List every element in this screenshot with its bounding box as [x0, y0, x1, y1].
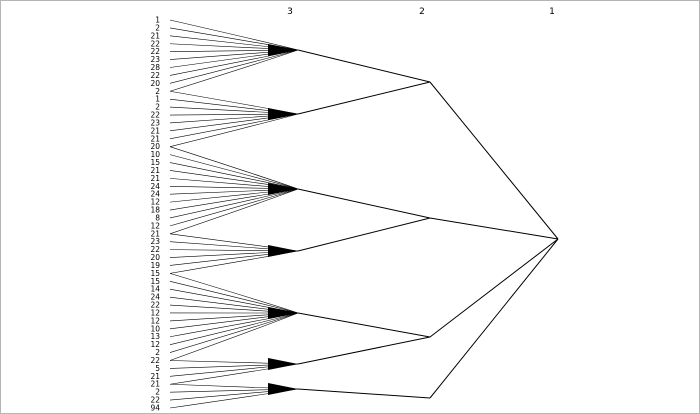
leaf-label: 21	[150, 126, 160, 135]
edge-level2-to-root	[429, 238, 559, 399]
leaf-label: 21	[150, 134, 160, 143]
leaf-label: 20	[150, 79, 160, 88]
edge-level3-to-level2	[297, 49, 431, 83]
leaf-label: 28	[150, 63, 160, 72]
leaf-label: 22	[150, 47, 160, 56]
leaf-edge	[169, 113, 299, 147]
leaf-label: 2	[155, 103, 160, 112]
leaf-edge	[169, 146, 299, 190]
cluster-node-3	[268, 383, 298, 395]
leaf-label: 23	[150, 55, 160, 64]
leaf-label: 22	[150, 301, 160, 310]
leaf-label: 12	[150, 221, 160, 230]
edge-level3-to-level2	[297, 336, 431, 365]
leaf-label: 22	[150, 245, 160, 254]
leaf-edge	[169, 312, 299, 353]
leaf-label: 15	[150, 158, 160, 167]
leaf-label: 21	[150, 380, 160, 389]
leaf-label: 23	[150, 237, 160, 246]
leaf-label: 24	[150, 190, 160, 199]
leaf-label: 22	[150, 111, 160, 120]
leaf-edge	[169, 188, 299, 219]
leaf-label: 18	[150, 206, 160, 215]
leaf-label: 21	[150, 229, 160, 238]
leaf-label: 22	[150, 39, 160, 48]
leaf-label: 1	[155, 95, 160, 104]
leaf-edge	[169, 49, 299, 76]
leaf-label: 94	[150, 404, 160, 413]
leaf-label: 15	[150, 277, 160, 286]
leaf-edge	[169, 273, 299, 314]
leaf-label: 23	[150, 118, 160, 127]
leaf-label: 1	[155, 16, 160, 25]
leaf-label: 2	[155, 23, 160, 32]
leaf-labels: 1221222223282220212222321212010152121242…	[150, 16, 160, 413]
leaf-edge	[169, 19, 299, 51]
leaf-edge	[169, 49, 299, 84]
leaf-edge	[169, 281, 299, 314]
leaf-label: 24	[150, 182, 160, 191]
cluster-node-3	[268, 108, 298, 120]
leaf-label: 2	[155, 388, 160, 397]
leaf-label: 13	[150, 332, 160, 341]
leaf-label: 21	[150, 166, 160, 175]
leaf-label: 2	[155, 348, 160, 357]
leaf-edge	[169, 312, 299, 345]
leaf-label: 10	[150, 324, 160, 333]
leaf-label: 12	[150, 340, 160, 349]
leaf-edge	[169, 113, 299, 140]
leaf-label: 5	[155, 364, 160, 373]
cluster-node-3	[268, 245, 298, 257]
edge-level3-to-level2	[297, 188, 431, 219]
leaf-label: 8	[155, 213, 160, 222]
leaf-label: 14	[150, 285, 160, 294]
level-label-3: 3	[287, 7, 293, 17]
leaf-label: 2	[155, 87, 160, 96]
leaf-label: 12	[150, 198, 160, 207]
leaf-label: 21	[150, 31, 160, 40]
tree-edges	[297, 49, 559, 399]
leaf-label: 19	[150, 261, 160, 270]
level-label-1: 1	[549, 7, 555, 17]
leaf-label: 12	[150, 308, 160, 317]
edge-level3-to-level2	[297, 312, 431, 338]
leaf-edge	[169, 162, 299, 190]
cluster-node-3	[268, 44, 298, 56]
leaf-edge	[169, 154, 299, 190]
leaf-label: 21	[150, 372, 160, 381]
cluster-node-3	[268, 358, 298, 370]
leaf-label: 10	[150, 150, 160, 159]
leaf-label: 22	[150, 71, 160, 80]
leaf-fans	[169, 19, 299, 409]
leaf-edge	[169, 188, 299, 235]
leaf-label: 21	[150, 174, 160, 183]
edge-level3-to-level2	[297, 217, 431, 252]
edge-level2-to-root	[429, 81, 559, 240]
level-label-2: 2	[419, 7, 425, 17]
edge-level3-to-level2	[297, 388, 431, 399]
edge-level2-to-root	[429, 217, 559, 240]
edge-level3-to-level2	[297, 81, 431, 115]
leaf-edge	[169, 49, 299, 92]
edge-level2-to-root	[429, 238, 559, 338]
leaf-label: 15	[150, 269, 160, 278]
leaf-label: 20	[150, 253, 160, 262]
leaf-label: 24	[150, 293, 160, 302]
cluster-node-3	[268, 307, 298, 319]
leaf-label: 22	[150, 396, 160, 405]
leaf-label: 12	[150, 316, 160, 325]
leaf-label: 20	[150, 142, 160, 151]
leaf-edge	[169, 312, 299, 361]
leaf-edge	[169, 188, 299, 227]
leaf-label: 22	[150, 356, 160, 365]
cluster-node-3	[268, 183, 298, 195]
